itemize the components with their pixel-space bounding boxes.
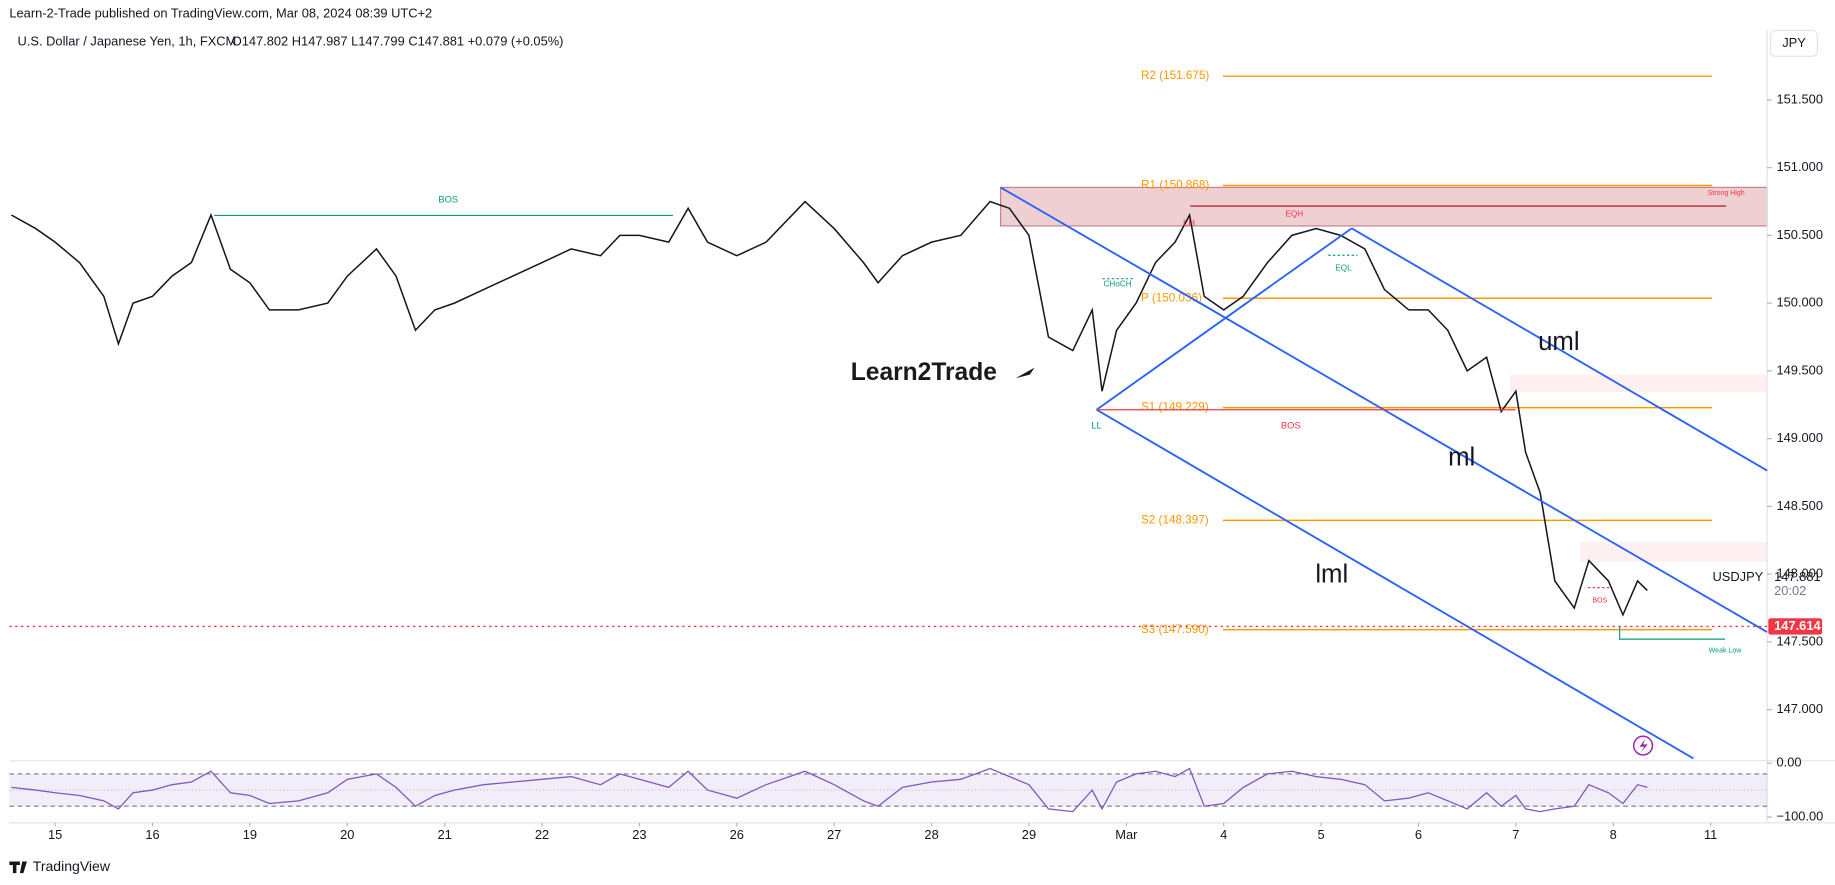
y-tick-label: 149.500 — [1776, 362, 1822, 377]
handle-line — [1096, 227, 1353, 411]
y-tick-label: 150.500 — [1776, 227, 1822, 242]
y-tick-label: 148.000 — [1776, 566, 1822, 581]
price-pane: 151.500 151.000 150.500 150.000 149.500 149.0… — [9, 91, 1823, 716]
annotation: EQL — [1335, 263, 1352, 272]
logo: Learn2Trade — [851, 359, 997, 386]
annotation: Strong High — [1708, 190, 1745, 197]
y-tick-label: 150.000 — [1776, 295, 1822, 310]
channel-label: uml — [1538, 328, 1579, 356]
x-tick-label: 5 — [1318, 827, 1325, 842]
y-tick-label: 147.500 — [1776, 633, 1822, 648]
publisher: Learn-2-Trade published on TradingView.c… — [9, 6, 432, 21]
brand: TradingView — [33, 858, 111, 874]
x-tick-label: 4 — [1220, 827, 1227, 842]
x-tick-label: 26 — [730, 827, 744, 842]
weak-low-line — [1619, 626, 1725, 640]
currency[interactable]: JPY — [1782, 35, 1806, 50]
y-tick-label: 149.000 — [1776, 430, 1822, 445]
annotation: LH — [1183, 218, 1195, 228]
x-tick-label: 8 — [1610, 827, 1617, 842]
zone — [1509, 374, 1768, 393]
pivot-label: R2 (151.675) — [1141, 69, 1209, 82]
channel-label: lml — [1315, 561, 1348, 589]
upper-line — [1351, 227, 1768, 472]
price-tag — [1768, 618, 1823, 635]
x-tick-label: 11 — [1704, 827, 1717, 842]
pivot-label: S3 (147.590) — [1141, 623, 1209, 636]
currency-button[interactable] — [1770, 29, 1819, 57]
symbol: U.S. Dollar / Japanese Yen, 1h, FXCM — [18, 34, 237, 49]
rsi-tick-label: 0.00 — [1776, 755, 1801, 770]
x-tick-label: 29 — [1022, 827, 1036, 842]
y-tick-label: 147.000 — [1776, 701, 1822, 716]
channel-label: ml — [1448, 444, 1475, 472]
pivot-label: S2 (148.397) — [1141, 513, 1209, 526]
brand-icon — [9, 861, 27, 874]
x-tick-label: 19 — [243, 827, 257, 842]
x-tick-label: 6 — [1415, 827, 1422, 842]
price-line-series — [10, 200, 1648, 617]
x-tick-label: 22 — [535, 827, 549, 842]
pivot-label: R1 (150.868) — [1141, 179, 1209, 192]
x-tick-label: 16 — [145, 827, 159, 842]
event-icon-bolt — [1639, 738, 1648, 753]
price-tag-label: 147.614 — [1774, 618, 1821, 633]
x-tick-label: 20 — [340, 827, 354, 842]
last-value: 147.881 — [1774, 569, 1820, 584]
x-tick-label: 15 — [48, 827, 62, 842]
x-tick-label: 23 — [632, 827, 646, 842]
annotation: CHoCH — [1104, 280, 1132, 289]
rsi-pane: 0.00 −100.00 — [9, 755, 1823, 823]
x-axis: 15 16 19 20 21 22 23 26 27 28 29 Mar 4 5 6 7 8 11 — [48, 822, 1717, 842]
x-tick-label: Mar — [1115, 827, 1138, 842]
rsi-tick-label: −100.00 — [1776, 808, 1823, 823]
annotation: EQH — [1285, 209, 1303, 218]
x-tick-label: 7 — [1512, 827, 1519, 842]
rsi-band — [9, 773, 1768, 807]
series-name: USDJPY — [1712, 569, 1763, 584]
lower-line — [1096, 408, 1694, 760]
zone — [1579, 541, 1768, 562]
annotation: Weak Low — [1709, 648, 1743, 655]
quote: O147.802 H147.987 L147.799 C147.881 +0.0… — [232, 34, 564, 49]
x-tick-label: 27 — [827, 827, 841, 842]
y-tick-label: 151.500 — [1776, 91, 1822, 106]
x-tick-label: 21 — [438, 827, 452, 842]
annotation: LL — [1091, 421, 1101, 431]
annotation: BOS — [438, 195, 458, 205]
rsi-line — [11, 767, 1648, 813]
pivot-label: S1 (149.229) — [1141, 401, 1209, 414]
x-tick-label: 28 — [924, 827, 938, 842]
annotation: BOS — [1281, 421, 1301, 431]
y-tick-label: 151.000 — [1776, 159, 1822, 174]
y-tick-label: 148.500 — [1776, 498, 1822, 513]
countdown: 20:02 — [1774, 583, 1806, 598]
annotation: BOS — [1592, 597, 1607, 604]
